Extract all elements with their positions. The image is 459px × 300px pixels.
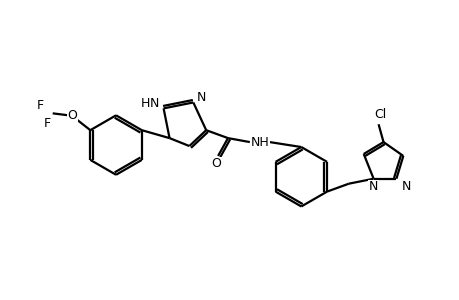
Text: F: F [44, 117, 51, 130]
Text: Cl: Cl [374, 108, 386, 121]
Text: N: N [196, 91, 206, 104]
Text: N: N [368, 180, 377, 193]
Text: F: F [37, 99, 44, 112]
Text: H: H [141, 97, 150, 110]
Text: N: N [401, 180, 410, 193]
Text: N: N [150, 97, 159, 110]
Text: O: O [211, 158, 221, 170]
Text: O: O [67, 109, 77, 122]
Text: NH: NH [250, 136, 269, 148]
